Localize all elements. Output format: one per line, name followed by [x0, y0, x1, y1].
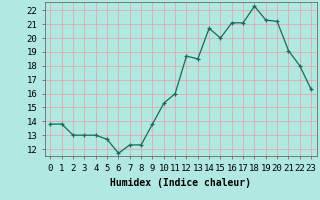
X-axis label: Humidex (Indice chaleur): Humidex (Indice chaleur) — [110, 178, 251, 188]
